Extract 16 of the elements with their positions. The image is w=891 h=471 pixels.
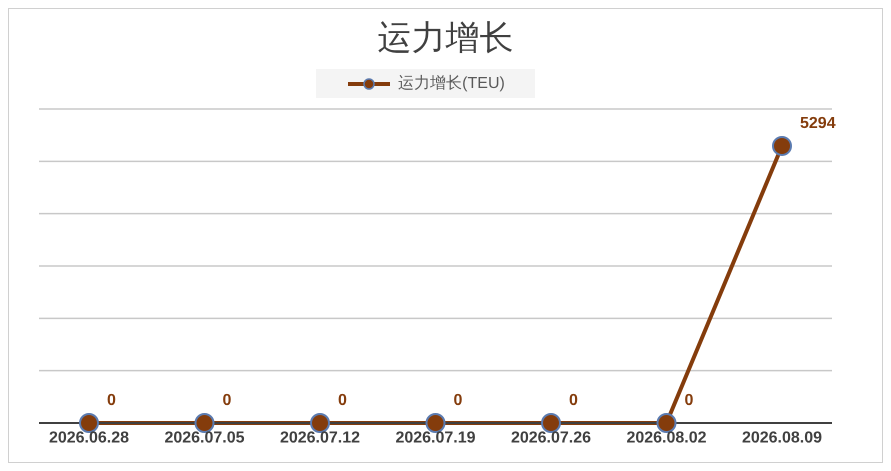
data-label: 5294 bbox=[800, 114, 836, 132]
x-tick-label: 2026.08.09 bbox=[742, 429, 822, 446]
data-label: 0 bbox=[338, 392, 347, 409]
x-tick-label: 2026.07.19 bbox=[395, 429, 476, 446]
chart-title: 运力增长 bbox=[376, 17, 514, 59]
x-tick-label: 2026.06.28 bbox=[48, 429, 130, 446]
data-label: 0 bbox=[569, 392, 578, 409]
x-tick-label: 2026.07.12 bbox=[280, 429, 360, 446]
x-tick-label: 2026.08.02 bbox=[626, 429, 707, 446]
data-label: 0 bbox=[454, 392, 462, 409]
legend-label: 运力增长(TEU) bbox=[398, 74, 505, 94]
x-tick-label: 2026.07.26 bbox=[510, 429, 592, 446]
data-label: 0 bbox=[107, 392, 116, 409]
data-label: 0 bbox=[222, 392, 232, 409]
data-label: 0 bbox=[684, 392, 694, 409]
x-tick-label: 2026.07.05 bbox=[164, 429, 245, 446]
